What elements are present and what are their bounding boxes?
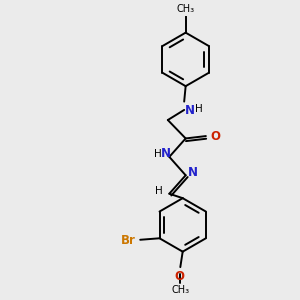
Text: H: H [195,104,202,114]
Text: Br: Br [121,234,136,247]
Text: N: N [185,104,195,117]
Text: H: H [154,149,162,159]
Text: CH₃: CH₃ [171,285,189,295]
Text: CH₃: CH₃ [177,4,195,14]
Text: O: O [175,270,185,283]
Text: N: N [188,166,198,179]
Text: N: N [161,147,171,161]
Text: H: H [155,186,163,196]
Text: O: O [210,130,220,142]
